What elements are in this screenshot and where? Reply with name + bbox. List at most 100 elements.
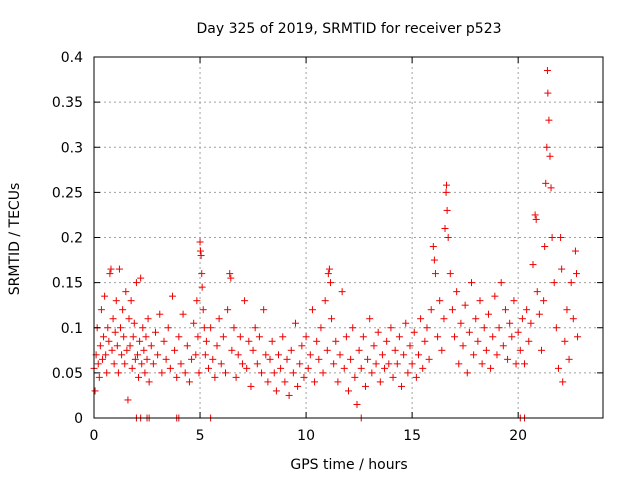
- data-point: [417, 315, 425, 323]
- data-point: [497, 279, 505, 287]
- data-point: [455, 360, 463, 368]
- data-point: [199, 306, 207, 314]
- data-point: [537, 346, 545, 354]
- data-point: [130, 319, 138, 327]
- data-point: [510, 297, 518, 305]
- data-point: [561, 337, 569, 345]
- data-point: [480, 324, 488, 332]
- x-tick-label: 20: [509, 428, 527, 444]
- data-point: [98, 355, 106, 363]
- y-tick-labels: 0 0.05 0.1 0.15 0.2 0.25 0.3 0.35 0.4: [52, 50, 83, 427]
- data-point: [391, 346, 399, 354]
- data-point: [138, 360, 146, 368]
- data-point: [296, 360, 304, 368]
- data-point: [381, 364, 389, 372]
- data-point: [270, 369, 278, 377]
- data-point: [158, 369, 166, 377]
- data-point: [211, 373, 219, 381]
- data-point: [196, 247, 204, 255]
- data-point: [104, 324, 112, 332]
- data-point: [262, 351, 270, 359]
- data-point: [213, 342, 221, 350]
- data-point: [118, 351, 126, 359]
- data-point: [164, 324, 172, 332]
- data-point: [446, 270, 454, 278]
- data-point: [325, 265, 333, 273]
- y-tick-label: 0.4: [61, 50, 83, 66]
- data-point: [205, 364, 213, 372]
- data-point: [125, 315, 133, 323]
- data-point: [359, 333, 367, 341]
- data-point: [221, 369, 229, 377]
- data-point: [168, 292, 176, 300]
- data-point: [145, 378, 153, 386]
- data-point: [355, 346, 363, 354]
- data-point: [518, 315, 526, 323]
- data-point: [111, 328, 119, 336]
- data-point: [228, 346, 236, 354]
- y-tick-label: 0.15: [52, 276, 83, 292]
- data-point: [277, 364, 285, 372]
- data-point: [541, 243, 549, 251]
- data-point: [147, 342, 155, 350]
- data-point: [336, 351, 344, 359]
- data-point: [508, 333, 516, 341]
- data-point: [298, 342, 306, 350]
- data-point: [423, 324, 431, 332]
- y-tick-label: 0.3: [61, 140, 83, 156]
- data-point: [317, 324, 325, 332]
- data-point: [361, 382, 369, 390]
- data-point: [368, 369, 376, 377]
- data-point: [268, 337, 276, 345]
- data-point: [324, 270, 332, 278]
- data-point: [192, 351, 200, 359]
- data-point: [253, 360, 261, 368]
- data-point: [131, 355, 139, 363]
- data-point: [559, 378, 567, 386]
- data-point: [106, 270, 114, 278]
- data-point: [110, 360, 118, 368]
- data-point: [183, 342, 191, 350]
- data-point: [311, 378, 319, 386]
- data-point: [482, 346, 490, 354]
- data-point: [546, 152, 554, 160]
- data-point: [453, 288, 461, 296]
- data-point: [545, 116, 553, 124]
- data-point: [185, 378, 193, 386]
- data-point: [162, 355, 170, 363]
- data-point: [201, 351, 209, 359]
- data-point: [357, 364, 365, 372]
- data-point: [326, 279, 334, 287]
- data-point: [451, 333, 459, 341]
- data-point: [398, 382, 406, 390]
- data-point: [521, 360, 529, 368]
- data-point: [342, 333, 350, 341]
- data-point: [441, 224, 449, 232]
- data-point: [238, 360, 246, 368]
- data-point: [137, 274, 145, 282]
- data-point: [465, 328, 473, 336]
- data-point: [506, 319, 514, 327]
- data-point: [550, 279, 558, 287]
- data-point: [102, 351, 110, 359]
- data-point: [264, 378, 272, 386]
- data-point: [177, 360, 185, 368]
- data-point: [226, 270, 234, 278]
- data-point: [202, 337, 210, 345]
- data-point: [251, 324, 259, 332]
- data-point: [442, 181, 450, 189]
- data-point: [459, 342, 467, 350]
- data-point: [175, 333, 183, 341]
- data-point: [406, 342, 414, 350]
- data-point: [107, 265, 115, 273]
- data-point: [279, 333, 287, 341]
- data-point: [198, 270, 206, 278]
- data-point: [364, 355, 372, 363]
- data-point: [245, 337, 253, 345]
- data-point: [207, 324, 215, 332]
- data-point: [349, 324, 357, 332]
- x-tick-label: 0: [90, 428, 99, 444]
- data-point: [448, 306, 456, 314]
- data-point: [400, 351, 408, 359]
- data-point: [128, 364, 136, 372]
